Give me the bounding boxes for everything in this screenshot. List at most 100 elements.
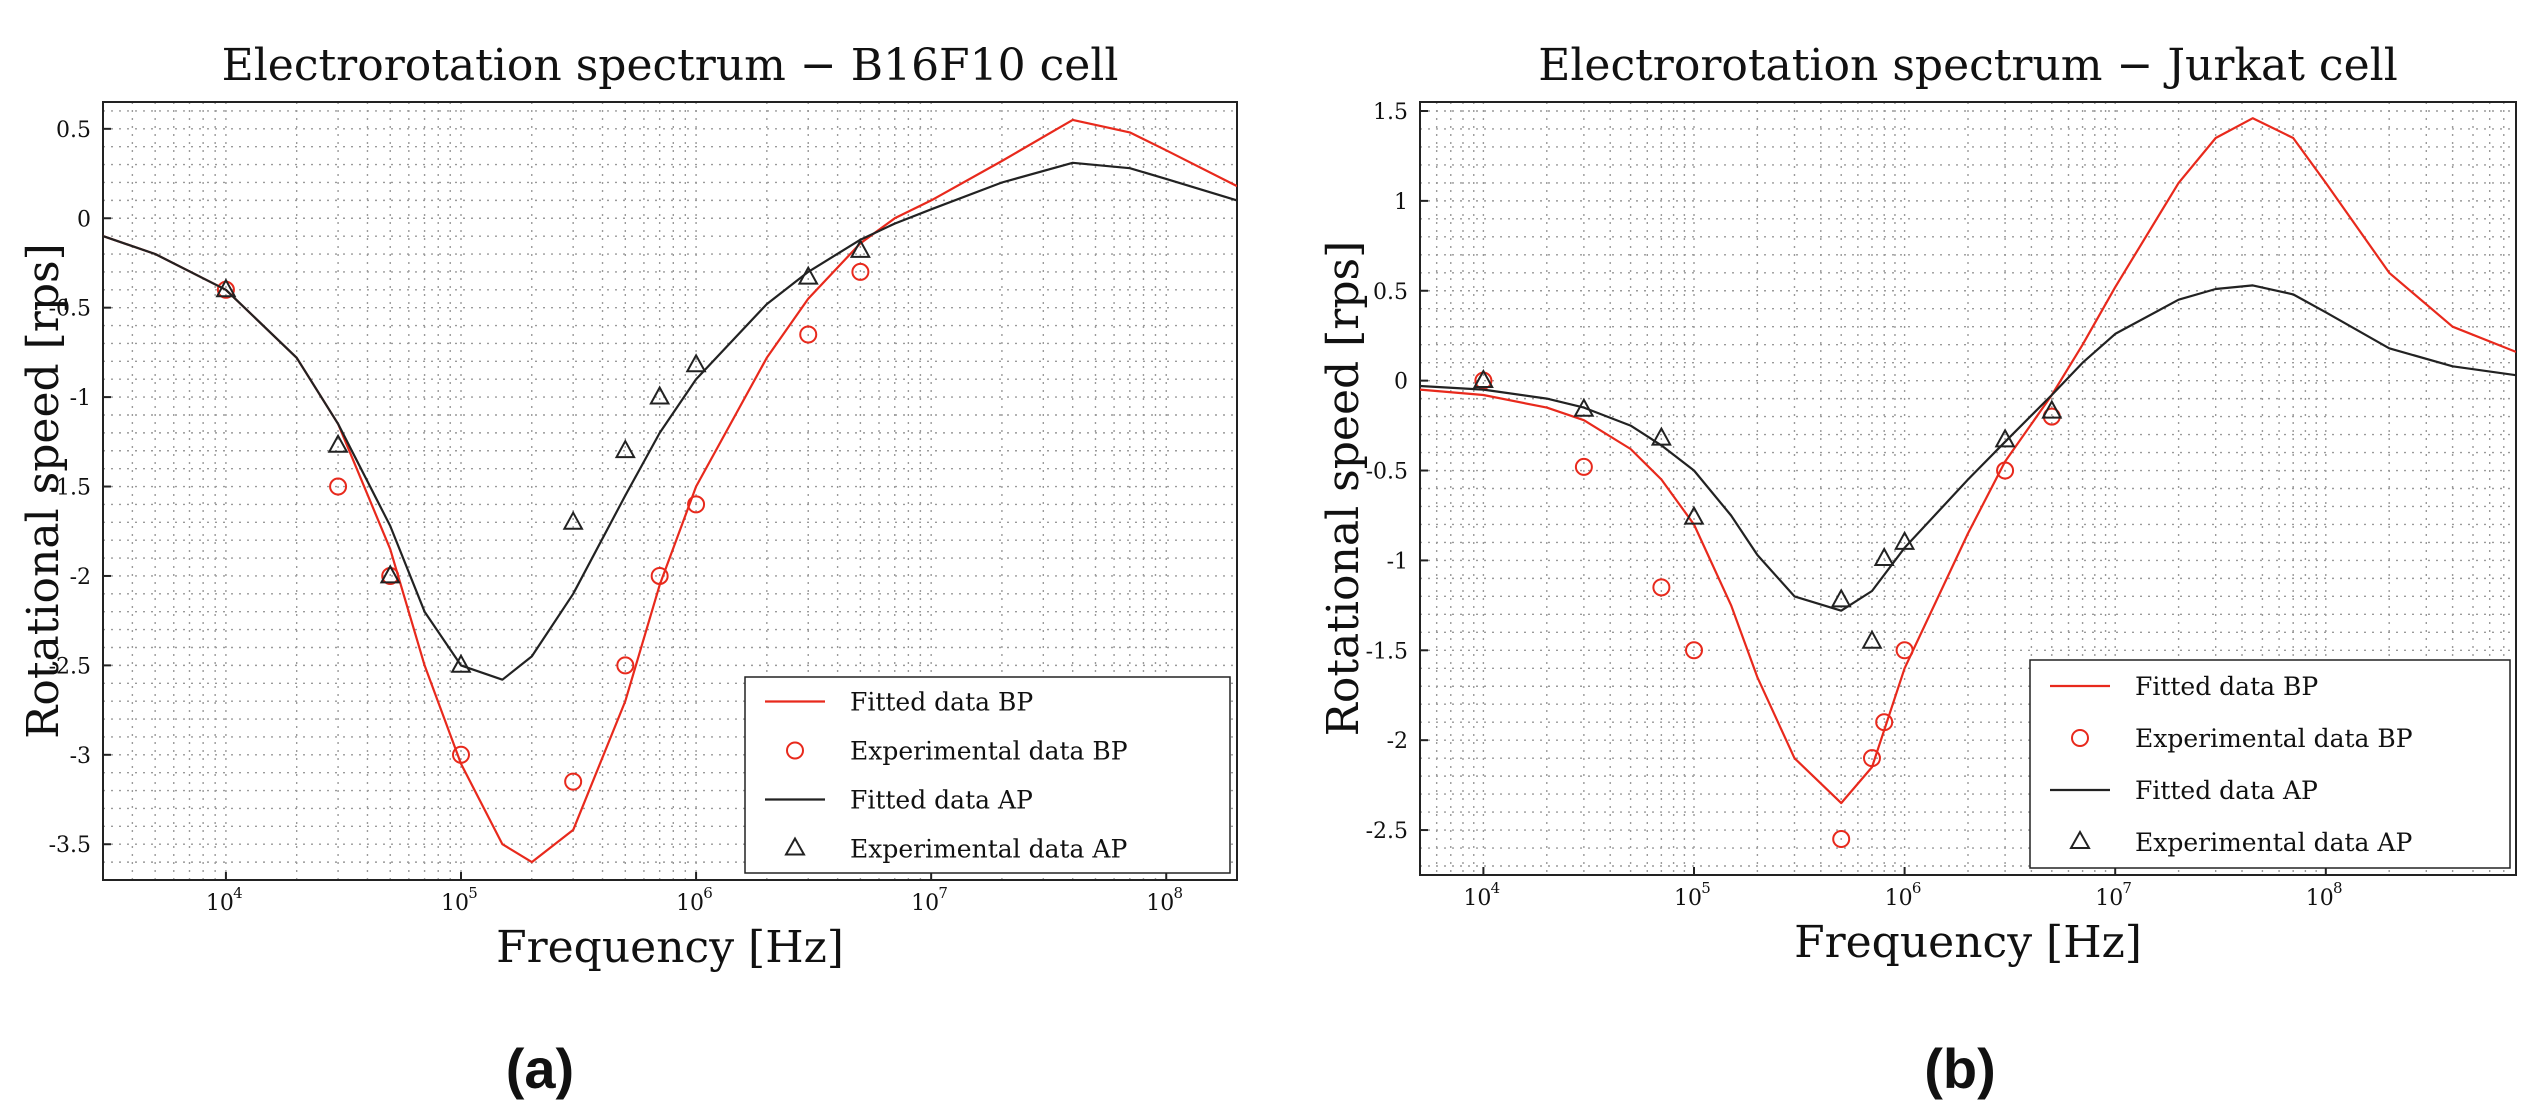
data-point-triangle: [1650, 426, 1672, 446]
data-point-triangle: [450, 653, 472, 673]
data-point-circle: [1996, 461, 2015, 480]
legend-box: [744, 676, 1231, 874]
y-tick-label: -3.5: [49, 833, 91, 858]
x-tick-base: 10: [441, 891, 469, 916]
x-tick-base: 10: [1674, 886, 1702, 911]
panel-label: (b): [1924, 1037, 1996, 1100]
y-tick-label: 0: [1394, 370, 1408, 395]
data-point-triangle: [1994, 428, 2016, 448]
y-tick-label: 0.5: [56, 118, 91, 143]
x-tick-exponent: 4: [233, 884, 243, 902]
x-axis-label: Frequency [Hz]: [496, 922, 844, 973]
x-tick-exponent: 5: [468, 884, 478, 902]
y-tick-label: 1: [1394, 190, 1408, 215]
legend-swatch-triangle: [784, 836, 806, 856]
plot-frame: [102, 101, 1238, 881]
legend-swatch-triangle: [2069, 829, 2091, 849]
data-point-triangle: [1472, 368, 1494, 389]
y-tick-label: -2.5: [1366, 819, 1408, 844]
data-point-triangle: [1861, 629, 1883, 649]
data-point-circle: [616, 656, 635, 675]
y-tick-label: -2.5: [49, 654, 91, 679]
x-tick-base: 10: [2095, 886, 2123, 911]
x-axis-label: Frequency [Hz]: [1794, 917, 2142, 968]
data-point-triangle: [2041, 399, 2063, 419]
x-tick-exponent: 6: [1912, 879, 1922, 897]
legend-box: [2029, 659, 2511, 869]
x-tick-exponent: 7: [938, 884, 948, 902]
x-tick-exponent: 4: [1491, 879, 1501, 897]
data-point-triangle: [685, 353, 707, 373]
legend-entry: Experimental data AP: [850, 835, 1127, 864]
data-point-triangle: [797, 265, 819, 285]
chart-a: 0.50-0.5-1-1.5-2-2.5-3-3.510 4 10 5 10 6 10 7 10…: [18, 40, 1238, 1100]
chart-title: Electrorotation spectrum − Jurkat cell: [1538, 40, 2398, 91]
data-point-triangle: [849, 238, 871, 258]
data-point-circle: [1832, 830, 1851, 849]
y-axis-label: Rotational speed [rps]: [18, 243, 69, 739]
x-tick-base: 10: [676, 891, 704, 916]
y-tick-label: 1.5: [1373, 100, 1408, 125]
data-point-triangle: [327, 433, 349, 453]
legend: Fitted data BP Experimental data BP Fitted…: [744, 676, 1231, 874]
data-point-circle: [650, 566, 669, 585]
data-point-circle: [451, 745, 470, 764]
data-point-circle: [1895, 641, 1914, 660]
data-point-circle: [1685, 641, 1703, 660]
data-point-circle: [851, 262, 870, 281]
y-tick-label: -1: [1387, 549, 1408, 574]
plot-frame: [1419, 101, 2517, 876]
legend-entry: Experimental data AP: [2135, 828, 2412, 857]
y-tick-label: 0: [77, 207, 91, 232]
x-tick-base: 10: [1146, 891, 1174, 916]
x-tick-exponent: 8: [2333, 879, 2343, 897]
y-tick-label: -2: [70, 565, 91, 590]
legend-swatch-circle: [2071, 729, 2089, 747]
series-line-fitted-data-bp: [1420, 117, 2516, 805]
legend-entry: Fitted data BP: [850, 688, 1033, 717]
y-axis-label: Rotational speed [rps]: [1318, 241, 1369, 737]
series-line-fitted-data-ap: [103, 161, 1237, 681]
series-line-fitted-data-ap: [1420, 284, 2516, 612]
data-point-triangle: [215, 278, 237, 298]
data-point-circle: [1574, 457, 1593, 476]
legend: Fitted data BP Experimental data BP Fitted…: [2029, 659, 2511, 869]
data-point-circle: [687, 495, 706, 514]
data-point-triangle: [1873, 546, 1895, 567]
legend-entry: Fitted data AP: [2135, 776, 2318, 805]
data-point-triangle: [614, 439, 636, 459]
chart-b: 1.510.50-0.5-1-1.5-2-2.510 4 10 5 10 6 10 7 10 8E…: [1318, 40, 2517, 1100]
y-tick-label: -3: [70, 744, 91, 769]
data-point-circle: [1652, 578, 1671, 597]
data-point-triangle: [1683, 505, 1705, 525]
y-tick-label: -1: [70, 386, 91, 411]
data-point-triangle: [1894, 530, 1916, 550]
legend-entry: Fitted data AP: [850, 786, 1033, 815]
panel-label: (a): [506, 1037, 574, 1100]
data-point-triangle: [649, 385, 671, 405]
data-point-triangle: [1830, 588, 1852, 608]
legend-swatch-circle: [786, 741, 804, 760]
x-tick-exponent: 8: [1173, 884, 1183, 902]
x-tick-base: 10: [1885, 886, 1913, 911]
data-point-circle: [564, 772, 583, 791]
y-tick-label: -0.5: [49, 297, 91, 322]
data-point-triangle: [379, 564, 401, 584]
data-point-circle: [1862, 749, 1881, 768]
series-group: [1420, 117, 2516, 849]
data-point-triangle: [562, 510, 584, 530]
y-tick-label: -1.5: [49, 476, 91, 501]
x-tick-base: 10: [911, 891, 939, 916]
x-tick-base: 10: [1463, 886, 1491, 911]
data-point-circle: [1875, 713, 1894, 732]
chart-title: Electrorotation spectrum − B16F10 cell: [222, 40, 1119, 91]
x-tick-exponent: 6: [703, 884, 713, 902]
legend-entry: Fitted data BP: [2135, 672, 2318, 701]
x-tick-exponent: 7: [2122, 879, 2132, 897]
legend-entry: Experimental data BP: [850, 737, 1128, 766]
y-tick-label: -0.5: [1366, 460, 1408, 485]
data-point-circle: [799, 325, 818, 344]
legend-entry: Experimental data BP: [2135, 724, 2413, 753]
y-tick-label: -2: [1387, 729, 1408, 754]
